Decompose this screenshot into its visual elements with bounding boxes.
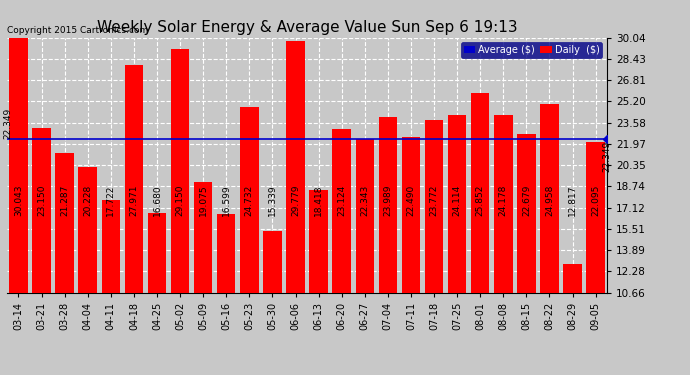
Bar (101, 200, 120, 375)
Text: 22.490: 22.490 (406, 185, 415, 216)
Text: 22.349: 22.349 (602, 141, 612, 172)
Text: 15.339: 15.339 (268, 184, 277, 216)
Bar (586, 142, 605, 375)
Bar (55, 153, 74, 375)
Text: 19.075: 19.075 (199, 184, 208, 216)
Bar (402, 137, 420, 375)
Text: 22.343: 22.343 (360, 185, 369, 216)
Bar (79, 166, 97, 375)
Text: 30.043: 30.043 (14, 184, 23, 216)
Text: 20.228: 20.228 (83, 185, 92, 216)
Bar (425, 120, 443, 375)
Text: 24.732: 24.732 (245, 185, 254, 216)
Bar (355, 139, 374, 375)
Bar (217, 214, 235, 375)
Text: 23.772: 23.772 (430, 184, 439, 216)
Bar (448, 116, 466, 375)
Bar (32, 128, 51, 375)
Title: Weekly Solar Energy & Average Value Sun Sep 6 19:13: Weekly Solar Energy & Average Value Sun … (97, 20, 518, 35)
Bar (333, 129, 351, 375)
Text: 17.722: 17.722 (106, 184, 115, 216)
Bar (240, 107, 259, 375)
Text: 16.680: 16.680 (152, 184, 161, 216)
Text: 24.958: 24.958 (545, 184, 554, 216)
Bar (494, 115, 513, 375)
Text: 22.679: 22.679 (522, 184, 531, 216)
Bar (263, 231, 282, 375)
Bar (194, 182, 213, 375)
Legend: Average ($), Daily  ($): Average ($), Daily ($) (461, 42, 602, 58)
Text: Copyright 2015 Cartronics.com: Copyright 2015 Cartronics.com (7, 26, 148, 35)
Text: 29.779: 29.779 (291, 184, 300, 216)
Text: 12.817: 12.817 (568, 184, 577, 216)
Bar (563, 264, 582, 375)
Text: 23.989: 23.989 (384, 184, 393, 216)
Bar (9, 38, 28, 375)
Bar (148, 213, 166, 375)
Text: 22.095: 22.095 (591, 184, 600, 216)
Text: 16.599: 16.599 (221, 184, 230, 216)
Bar (286, 41, 305, 375)
Bar (471, 93, 489, 375)
Text: 22.349: 22.349 (3, 108, 12, 139)
Text: 18.418: 18.418 (314, 184, 323, 216)
Bar (379, 117, 397, 375)
Text: 27.971: 27.971 (130, 184, 139, 216)
Text: 29.150: 29.150 (175, 184, 184, 216)
Text: 25.852: 25.852 (475, 184, 484, 216)
Bar (540, 104, 559, 375)
Bar (171, 49, 189, 375)
Text: 21.287: 21.287 (60, 184, 69, 216)
Bar (309, 190, 328, 375)
Text: 23.150: 23.150 (37, 184, 46, 216)
Text: 24.178: 24.178 (499, 184, 508, 216)
Text: 24.114: 24.114 (453, 185, 462, 216)
Text: 23.124: 23.124 (337, 185, 346, 216)
Bar (518, 134, 535, 375)
Bar (125, 65, 143, 375)
